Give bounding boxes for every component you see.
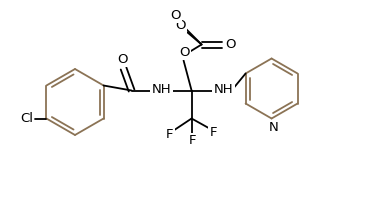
Text: F: F [166, 128, 173, 141]
Text: F: F [189, 134, 196, 147]
Text: Cl: Cl [20, 112, 33, 125]
Text: O: O [225, 38, 236, 51]
Text: NH: NH [152, 83, 171, 96]
Text: N: N [269, 121, 279, 134]
Text: NH: NH [214, 83, 233, 96]
Text: O: O [175, 19, 186, 32]
Text: F: F [210, 126, 217, 139]
Text: O: O [179, 46, 190, 59]
Text: O: O [117, 53, 128, 66]
Text: O: O [170, 9, 181, 22]
